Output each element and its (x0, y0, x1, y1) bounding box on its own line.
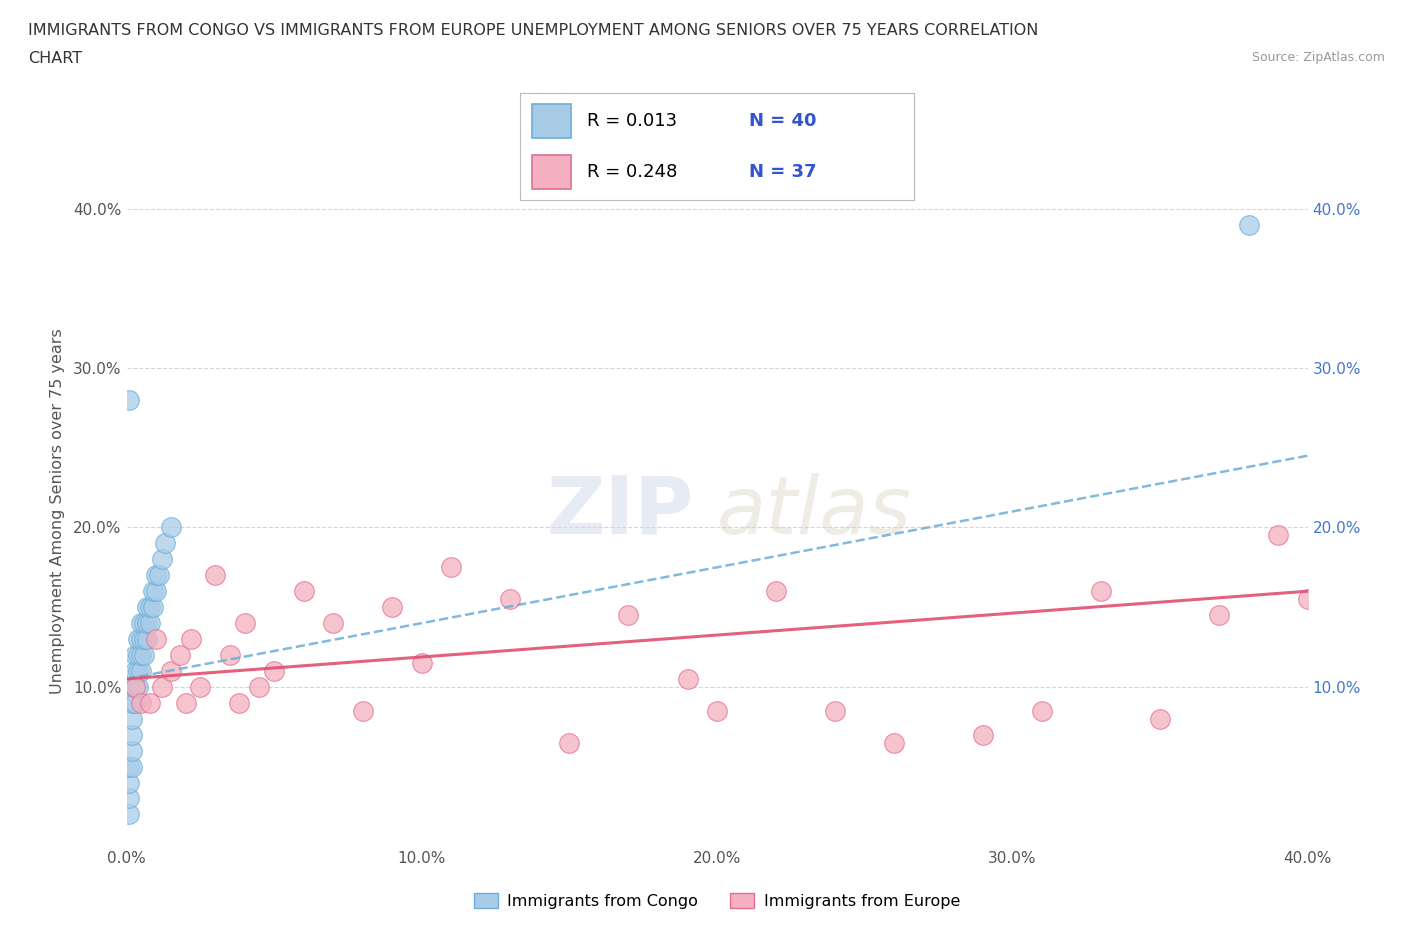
Point (322, 616, 344, 631)
Point (263, 663, 285, 678)
Point (134, 631, 156, 646)
Point (352, 703, 374, 718)
Point (136, 600, 159, 615)
Text: Source: ZipAtlas.com: Source: ZipAtlas.com (1251, 51, 1385, 64)
Point (188, 680, 211, 695)
Point (124, 696, 146, 711)
Point (142, 600, 165, 615)
Point (124, 663, 146, 678)
Point (411, 656, 433, 671)
Text: R = 0.013: R = 0.013 (588, 112, 678, 130)
Point (159, 520, 183, 535)
Point (1296, 591, 1319, 606)
Text: N = 37: N = 37 (748, 163, 815, 181)
Point (139, 600, 162, 615)
Point (1149, 711, 1171, 726)
Point (118, 807, 141, 822)
Legend: Immigrants from Congo, Immigrants from Europe: Immigrants from Congo, Immigrants from E… (468, 887, 966, 915)
Point (1208, 607, 1230, 622)
Text: N = 40: N = 40 (748, 112, 815, 130)
Point (121, 727, 143, 742)
Point (129, 631, 153, 646)
Point (124, 647, 146, 662)
Point (134, 647, 156, 662)
Point (129, 696, 153, 711)
Point (118, 759, 141, 774)
Point (145, 568, 167, 583)
Point (124, 680, 146, 695)
Point (139, 696, 162, 711)
Point (676, 671, 699, 686)
Point (124, 680, 146, 695)
Point (127, 647, 149, 662)
Y-axis label: Unemployment Among Seniors over 75 years: Unemployment Among Seniors over 75 years (49, 328, 65, 695)
Point (118, 791, 141, 806)
Point (1267, 528, 1289, 543)
Point (1090, 584, 1112, 599)
Point (134, 616, 156, 631)
Point (228, 696, 250, 711)
Point (169, 647, 191, 662)
Point (121, 696, 143, 711)
Point (219, 647, 242, 662)
Point (148, 568, 170, 583)
Point (247, 680, 270, 695)
Point (153, 536, 176, 551)
FancyBboxPatch shape (531, 155, 571, 190)
Point (127, 631, 149, 646)
Text: CHART: CHART (28, 51, 82, 66)
Point (381, 600, 404, 615)
Point (1237, 217, 1260, 232)
Point (292, 584, 315, 599)
Point (121, 743, 143, 758)
Text: R = 0.248: R = 0.248 (588, 163, 678, 181)
Point (150, 551, 173, 566)
Point (124, 680, 146, 695)
Point (159, 663, 183, 678)
Text: IMMIGRANTS FROM CONGO VS IMMIGRANTS FROM EUROPE UNEMPLOYMENT AMONG SENIORS OVER : IMMIGRANTS FROM CONGO VS IMMIGRANTS FROM… (28, 23, 1039, 38)
Point (824, 703, 846, 718)
Text: ZIP: ZIP (546, 472, 693, 551)
Point (765, 584, 787, 599)
Point (499, 591, 522, 606)
Point (129, 647, 153, 662)
Point (558, 736, 581, 751)
Point (118, 392, 141, 407)
Point (139, 616, 162, 631)
Point (204, 568, 226, 583)
Text: atlas: atlas (717, 472, 912, 551)
Point (883, 736, 905, 751)
Point (145, 631, 167, 646)
Point (121, 759, 143, 774)
FancyBboxPatch shape (531, 104, 571, 138)
Point (127, 680, 149, 695)
Point (142, 584, 165, 599)
Point (233, 616, 256, 631)
Point (129, 663, 153, 678)
Point (136, 631, 159, 646)
Point (706, 703, 728, 718)
Point (127, 663, 149, 678)
Point (145, 584, 167, 599)
Point (972, 727, 994, 742)
Point (180, 631, 202, 646)
Point (118, 775, 141, 790)
Point (1031, 703, 1053, 718)
Point (129, 616, 153, 631)
Point (150, 680, 173, 695)
Point (440, 560, 463, 575)
Point (136, 616, 159, 631)
Point (121, 711, 143, 726)
Point (617, 607, 640, 622)
Point (174, 696, 197, 711)
